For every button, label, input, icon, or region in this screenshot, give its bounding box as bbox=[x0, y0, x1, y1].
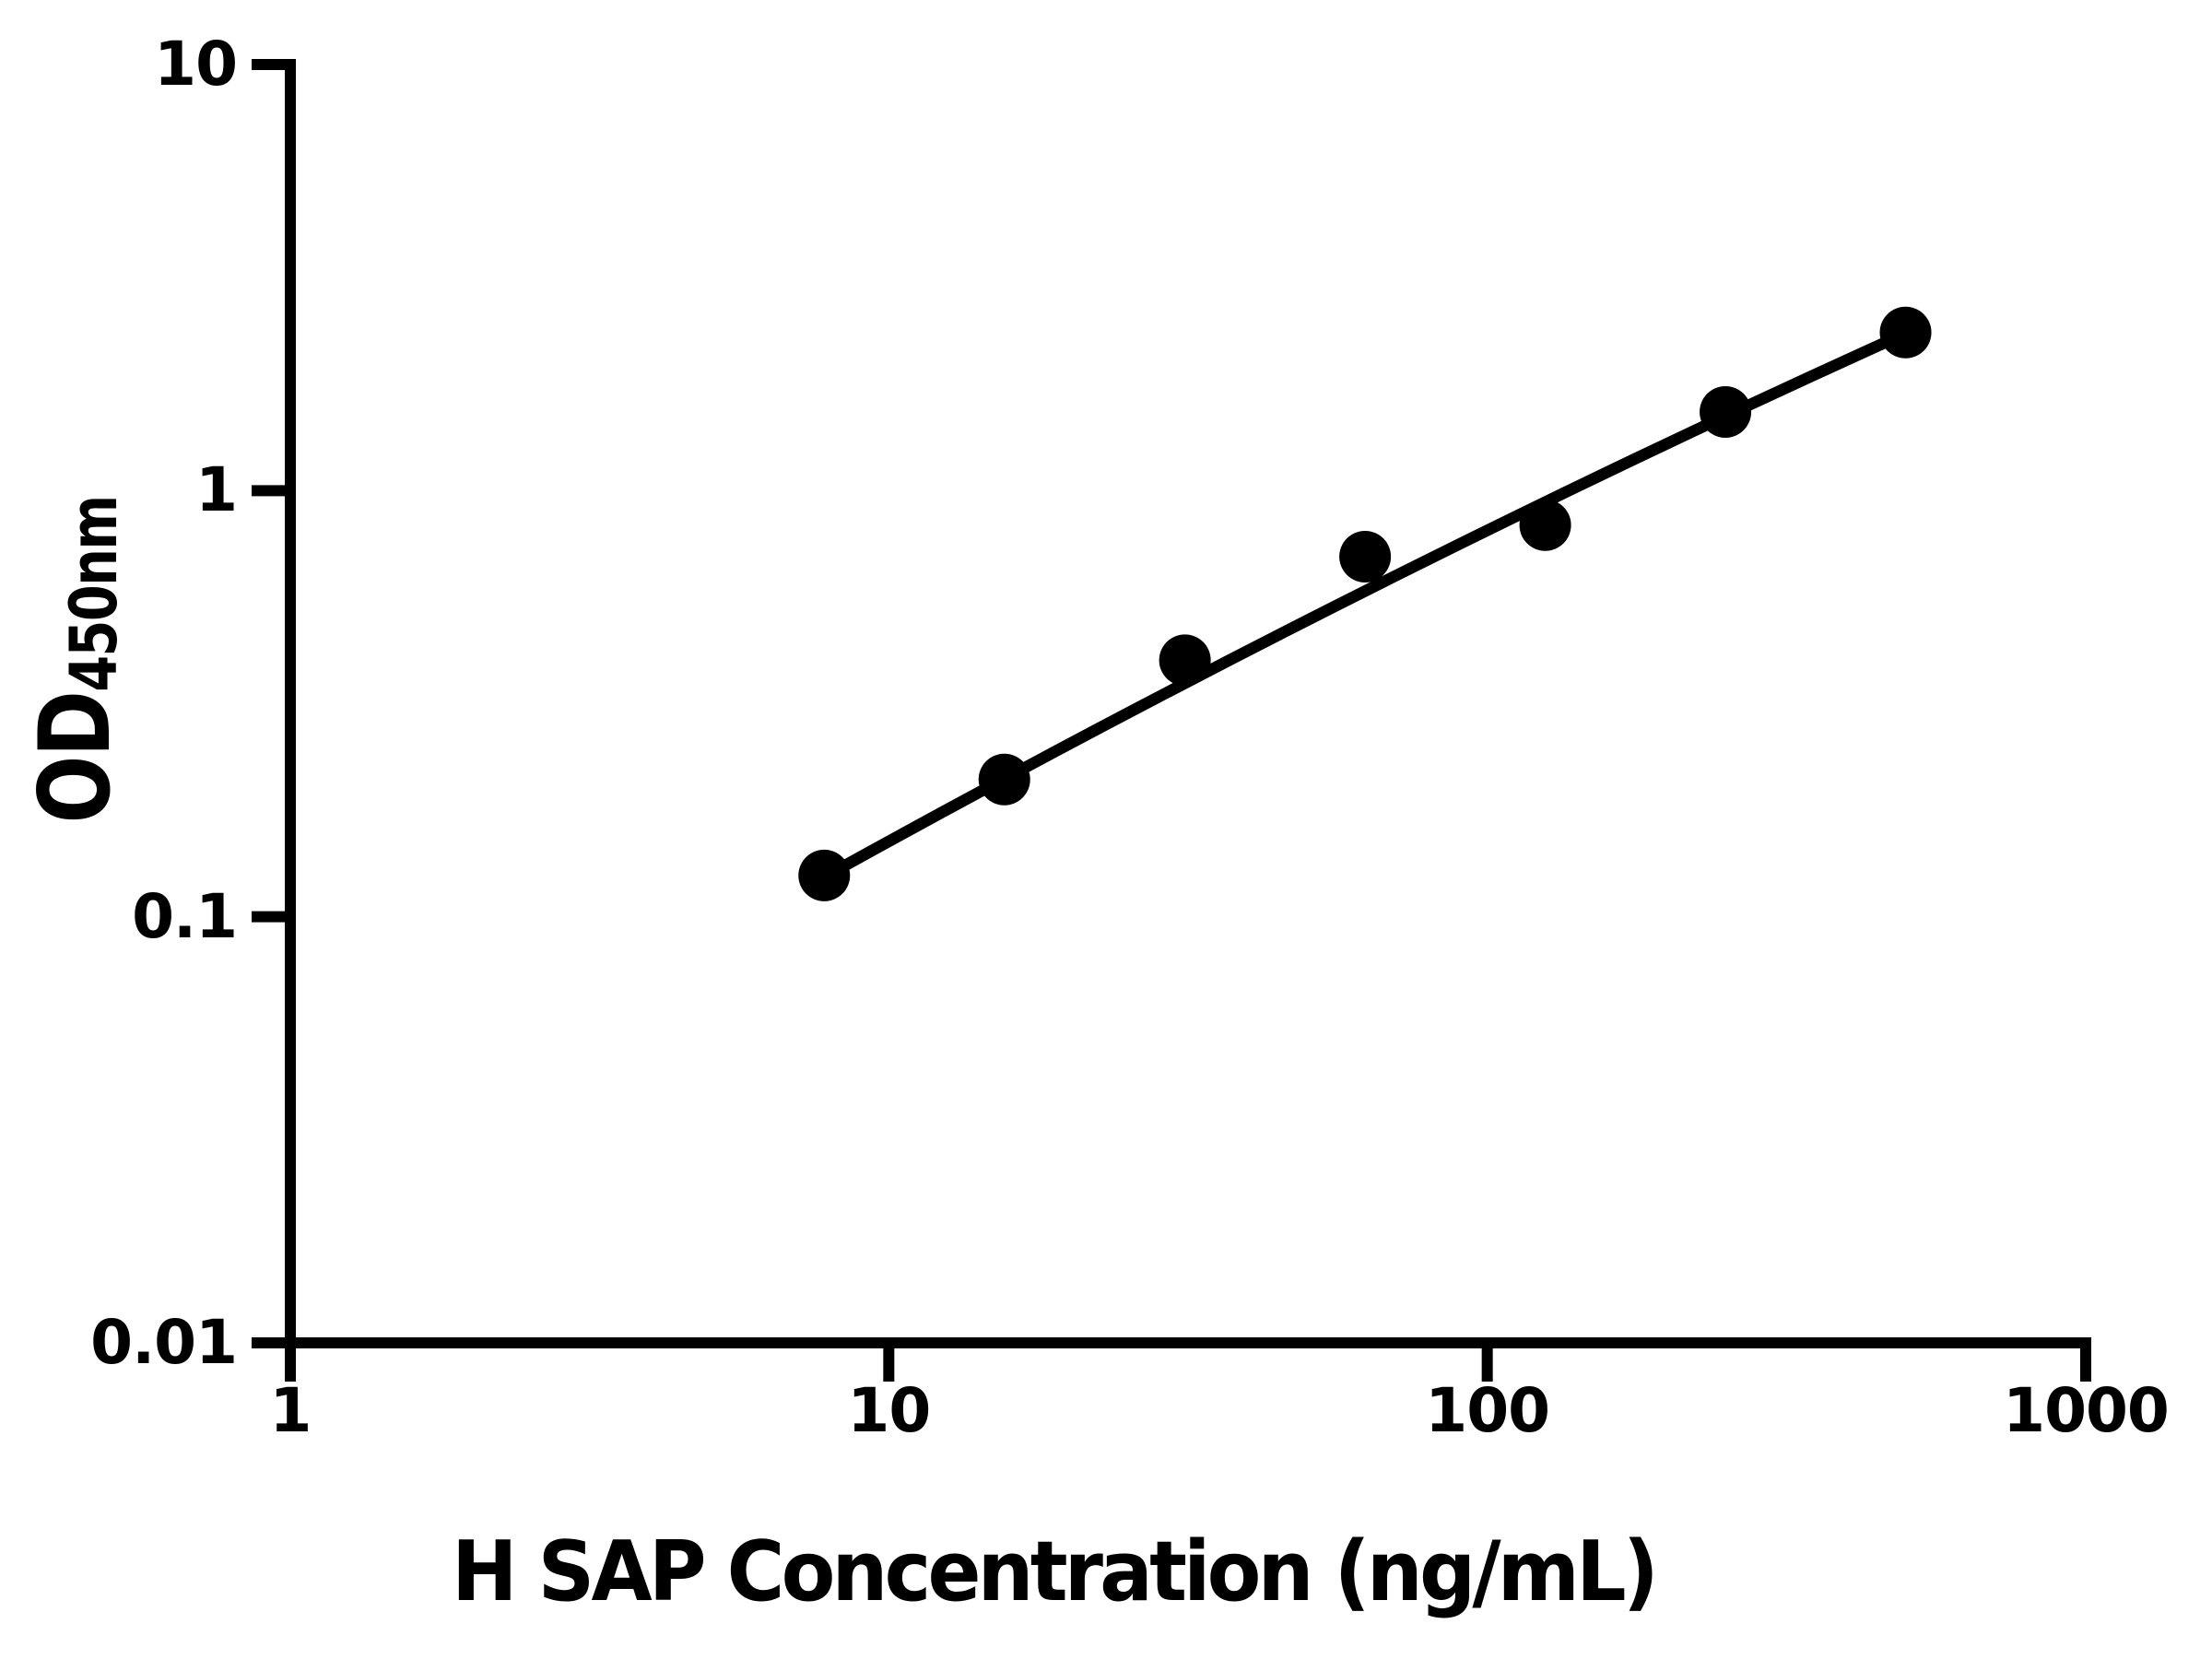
y-axis-title-subscript: 450nm bbox=[56, 496, 132, 692]
y-tick-label-0-01: 0.01 bbox=[90, 1307, 238, 1378]
data-point bbox=[978, 753, 1030, 806]
data-point bbox=[1700, 385, 1752, 438]
x-tick-label-10: 10 bbox=[847, 1375, 931, 1446]
data-point bbox=[1159, 634, 1211, 687]
data-point bbox=[1339, 530, 1392, 582]
y-tick-label-10: 10 bbox=[154, 29, 238, 100]
data-point bbox=[798, 849, 851, 901]
x-tick-label-1000: 1000 bbox=[2003, 1375, 2170, 1446]
data-point bbox=[1879, 306, 1932, 359]
y-axis-title-main: OD bbox=[18, 691, 132, 824]
x-tick-label-1: 1 bbox=[269, 1375, 312, 1446]
x-tick-label-100: 100 bbox=[1425, 1375, 1550, 1446]
y-tick-label-0-1: 0.1 bbox=[132, 880, 238, 952]
y-tick-label-1: 1 bbox=[195, 454, 238, 526]
x-axis-title: H SAP Concentration (ng/mL) bbox=[451, 1524, 1659, 1620]
y-axis-title: OD450nm bbox=[16, 486, 135, 833]
data-point bbox=[1519, 499, 1571, 551]
